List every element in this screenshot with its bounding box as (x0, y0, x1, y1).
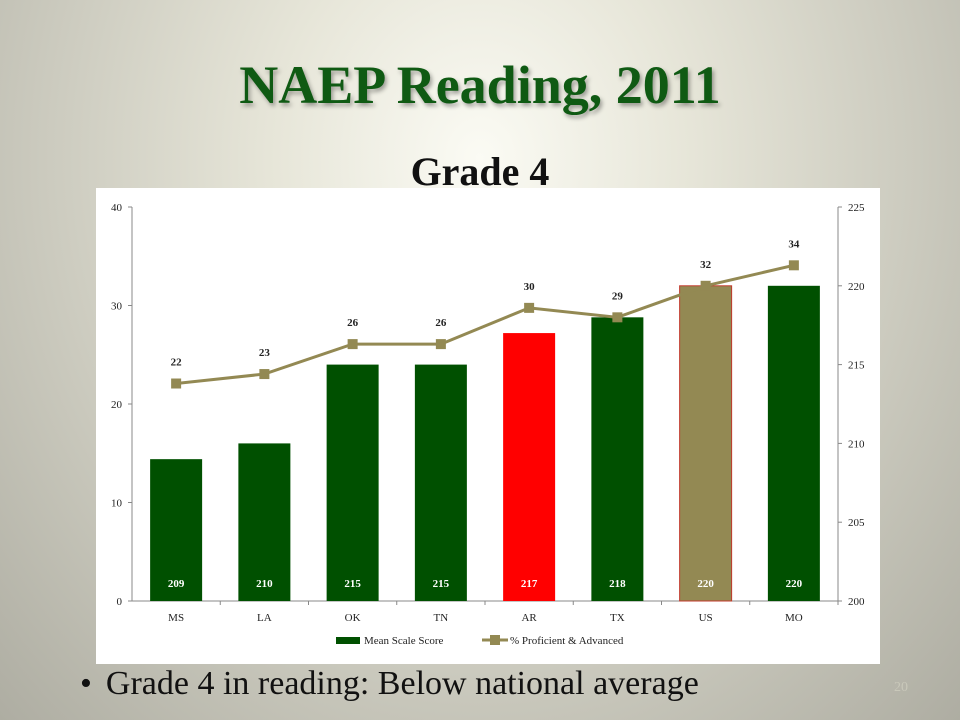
x-axis-label-mo: MO (785, 612, 803, 624)
proficient-line (175, 263, 795, 386)
x-axis-label-tn: TN (434, 612, 449, 624)
naep-reading-chart: 0 10 20 30 40 200 205 210 215 220 225 209 MS 210 LA 215… (111, 202, 865, 647)
x-axis-label-ok: OK (345, 612, 361, 624)
proficient-data-label: 29 (612, 290, 624, 302)
x-axis-label-ms: MS (168, 612, 184, 624)
bar-data-label: 210 (256, 578, 273, 590)
left-axis-tick-label: 0 (117, 596, 123, 608)
proficient-marker (171, 378, 182, 389)
proficient-marker (347, 339, 358, 350)
legend-marker-proficient (490, 635, 500, 645)
bar-data-label: 218 (609, 578, 626, 590)
proficient-marker (612, 312, 623, 323)
proficient-data-label: 32 (700, 259, 712, 271)
bar-ar (503, 333, 556, 601)
bar-tx (591, 317, 644, 601)
x-axis-label-ar: AR (521, 612, 537, 624)
right-axis-tick-label: 200 (848, 596, 865, 608)
left-axis-tick-label: 20 (111, 399, 123, 411)
proficient-marker (524, 302, 535, 313)
bar-ms (150, 459, 203, 601)
right-axis-tick-label: 210 (848, 438, 865, 450)
legend-label-proficient: % Proficient & Advanced (510, 635, 624, 647)
proficient-data-label: 34 (788, 238, 800, 250)
proficient-data-label: 30 (524, 281, 536, 293)
proficient-data-label: 23 (259, 347, 271, 359)
proficient-marker (700, 280, 711, 291)
proficient-marker (259, 369, 270, 380)
right-axis-tick-label: 215 (848, 360, 865, 372)
left-axis-tick-label: 10 (111, 498, 123, 510)
legend-label-mean-scale-score: Mean Scale Score (364, 635, 444, 647)
chart-panel: 0 10 20 30 40 200 205 210 215 220 225 209 MS 210 LA 215… (96, 188, 880, 664)
slide-title: NAEP Reading, 2011 (239, 55, 721, 115)
bar-mo (767, 285, 820, 601)
bar-tn (414, 364, 467, 601)
legend-swatch-mean-scale-score (336, 637, 360, 644)
left-axis-tick-label: 40 (111, 202, 123, 214)
x-axis-label-la: LA (257, 612, 272, 624)
slide-subtitle: Grade 4 (410, 149, 550, 194)
bar-us (679, 285, 733, 602)
bar-ok (326, 364, 379, 601)
bar-data-label: 220 (697, 578, 714, 590)
bullet-text: Grade 4 in reading: Below national avera… (105, 665, 699, 702)
left-axis-tick-label: 30 (111, 301, 123, 313)
bullet-dot: • (80, 665, 92, 702)
right-axis-tick-label: 225 (848, 202, 865, 214)
page-number: 20 (894, 680, 908, 695)
right-axis-tick-label: 205 (848, 517, 865, 529)
bar-data-label: 217 (521, 578, 538, 590)
bar-data-label: 215 (433, 578, 450, 590)
proficient-marker (788, 260, 799, 271)
proficient-data-label: 26 (347, 317, 359, 329)
proficient-marker (435, 339, 446, 350)
bar-data-label: 220 (786, 578, 803, 590)
bar-data-label: 209 (168, 578, 185, 590)
proficient-data-label: 22 (171, 357, 183, 369)
bar-data-label: 215 (344, 578, 361, 590)
right-axis-tick-label: 220 (848, 281, 865, 293)
bar-la (238, 443, 291, 601)
bullet-point: • Grade 4 in reading: Below national aver… (80, 664, 699, 705)
proficient-data-label: 26 (435, 317, 447, 329)
x-axis-label-us: US (699, 612, 713, 624)
x-axis-label-tx: TX (610, 612, 625, 624)
